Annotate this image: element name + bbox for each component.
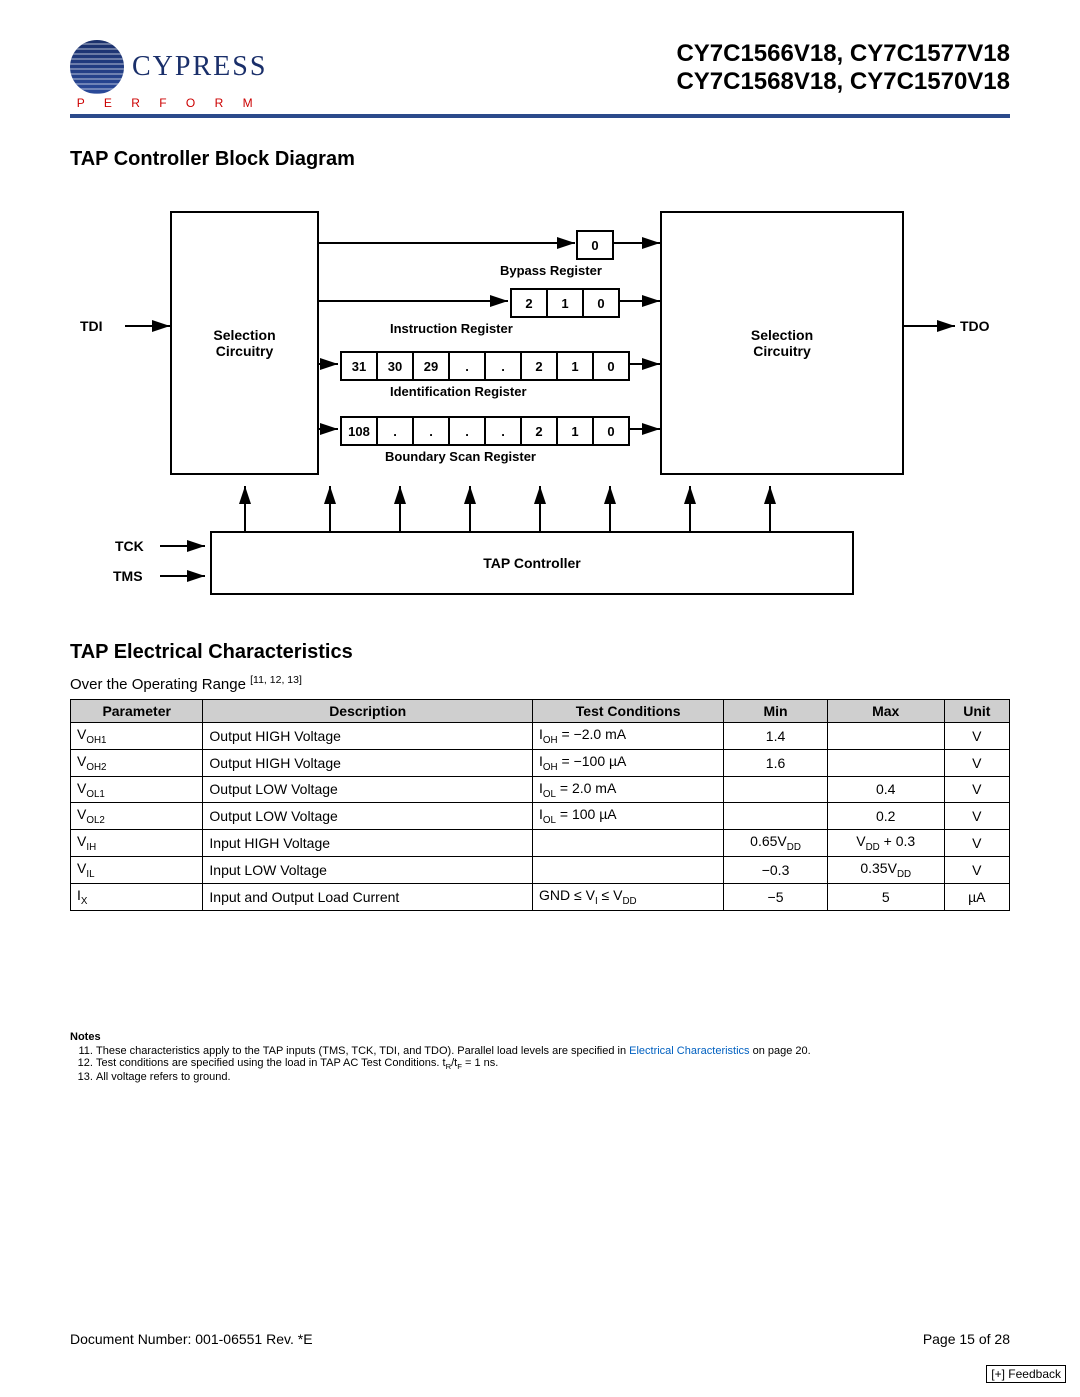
register-cell: . (376, 416, 414, 446)
logo-block: CYPRESS P E R F O R M (70, 40, 267, 110)
elec-table: ParameterDescriptionTest ConditionsMinMa… (70, 699, 1010, 911)
table-column-header: Max (827, 700, 944, 723)
register-cell: 31 (340, 351, 378, 381)
table-column-header: Description (203, 700, 533, 723)
table-column-header: Min (724, 700, 828, 723)
table-column-header: Parameter (71, 700, 203, 723)
notes-section: Notes These characteristics apply to the… (70, 1031, 1010, 1083)
table-row: VILInput LOW Voltage−0.30.35VDDV (71, 856, 1010, 883)
document-number: Document Number: 001-06551 Rev. *E (70, 1331, 313, 1347)
register-cell: . (484, 416, 522, 446)
register-cell: 108 (340, 416, 378, 446)
brand-name: CYPRESS (132, 51, 267, 83)
elec-table-body: VOH1Output HIGH VoltageIOH = −2.0 mA1.4V… (71, 723, 1010, 911)
register-cell: . (412, 416, 450, 446)
tdi-label: TDI (80, 318, 103, 334)
tap-controller-box: TAP Controller (210, 531, 854, 595)
bypass-register-label: Bypass Register (500, 263, 602, 278)
sel-left-label: Selection Circuitry (172, 327, 317, 359)
table-column-header: Unit (944, 700, 1009, 723)
register-cell: 30 (376, 351, 414, 381)
register-cell: 0 (576, 230, 614, 260)
boundary-scan-register-label: Boundary Scan Register (385, 449, 536, 464)
elec-range: Over the Operating Range [11, 12, 13] (70, 674, 1010, 693)
parts-line-2: CY7C1568V18, CY7C1570V18 (676, 68, 1010, 96)
register-cell: 0 (592, 416, 630, 446)
table-row: VOL1Output LOW VoltageIOL = 2.0 mA0.4V (71, 776, 1010, 803)
tdo-label: TDO (960, 318, 990, 334)
identification-register: 313029..210 (340, 351, 630, 381)
instruction-register-label: Instruction Register (390, 321, 513, 336)
diagram-title: TAP Controller Block Diagram (70, 148, 1010, 171)
note-13: All voltage refers to ground. (96, 1071, 1010, 1083)
page-header: CYPRESS P E R F O R M CY7C1566V18, CY7C1… (70, 40, 1010, 118)
register-cell: 2 (520, 416, 558, 446)
elec-range-sup: [11, 12, 13] (250, 674, 302, 686)
register-cell: 0 (582, 288, 620, 318)
register-cell: 1 (556, 351, 594, 381)
register-cell: 2 (520, 351, 558, 381)
elec-title: TAP Electrical Characteristics (70, 641, 1010, 664)
note-11-tail: on page 20. (750, 1045, 811, 1057)
tap-block-diagram: Selection Circuitry Selection Circuitry … (70, 201, 1010, 621)
table-row: IXInput and Output Load CurrentGND ≤ VI … (71, 883, 1010, 910)
register-cell: 1 (556, 416, 594, 446)
note-12: Test conditions are specified using the … (96, 1057, 1010, 1071)
table-row: VOH2Output HIGH VoltageIOH = −100 µA1.6V (71, 749, 1010, 776)
notes-title: Notes (70, 1031, 1010, 1043)
register-cell: 29 (412, 351, 450, 381)
brand-tagline: P E R F O R M (77, 96, 261, 110)
identification-register-label: Identification Register (390, 384, 527, 399)
elec-table-header: ParameterDescriptionTest ConditionsMinMa… (71, 700, 1010, 723)
parts-line-1: CY7C1566V18, CY7C1577V18 (676, 40, 1010, 68)
part-numbers: CY7C1566V18, CY7C1577V18 CY7C1568V18, CY… (676, 40, 1010, 96)
table-row: VOL2Output LOW VoltageIOL = 100 µA0.2V (71, 803, 1010, 830)
page-number: Page 15 of 28 (923, 1331, 1010, 1347)
note-11-text: These characteristics apply to the TAP i… (96, 1045, 629, 1057)
table-column-header: Test Conditions (533, 700, 724, 723)
note-11: These characteristics apply to the TAP i… (96, 1045, 1010, 1057)
tms-label: TMS (113, 568, 143, 584)
table-row: VOH1Output HIGH VoltageIOH = −2.0 mA1.4V (71, 723, 1010, 750)
instruction-register: 210 (510, 288, 620, 318)
tck-label: TCK (115, 538, 144, 554)
register-cell: 2 (510, 288, 548, 318)
register-cell: . (448, 351, 486, 381)
register-cell: . (484, 351, 522, 381)
selection-circuitry-left: Selection Circuitry (170, 211, 319, 475)
elec-range-text: Over the Operating Range (70, 676, 250, 693)
page-footer: Document Number: 001-06551 Rev. *E Page … (70, 1331, 1010, 1347)
register-cell: . (448, 416, 486, 446)
selection-circuitry-right: Selection Circuitry (660, 211, 904, 475)
globe-icon (70, 40, 124, 94)
sel-right-label: Selection Circuitry (662, 327, 902, 359)
tap-controller-label: TAP Controller (212, 555, 852, 571)
boundary-scan-register: 108....210 (340, 416, 630, 446)
electrical-characteristics-link[interactable]: Electrical Characteristics (629, 1045, 749, 1057)
table-row: VIHInput HIGH Voltage0.65VDDVDD + 0.3V (71, 830, 1010, 857)
register-cell: 1 (546, 288, 584, 318)
feedback-button[interactable]: [+] Feedback (986, 1365, 1066, 1383)
bypass-register: 0 (576, 230, 614, 260)
register-cell: 0 (592, 351, 630, 381)
